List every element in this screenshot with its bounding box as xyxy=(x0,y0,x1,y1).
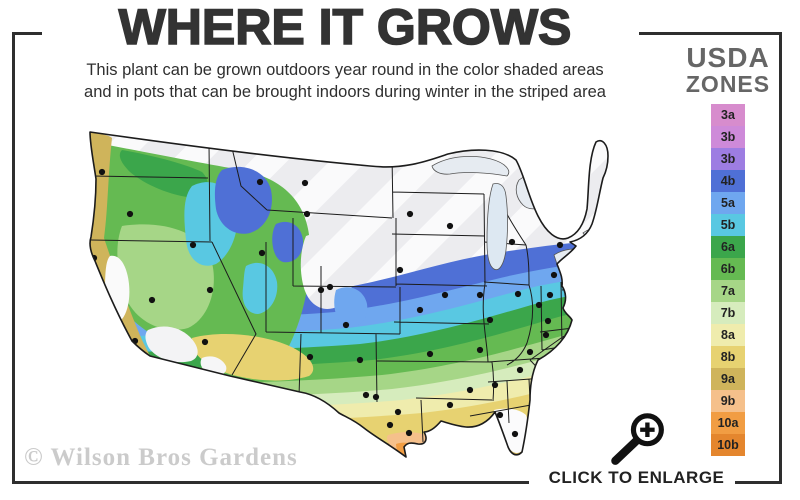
magnifier-plus-icon[interactable] xyxy=(604,406,666,468)
legend-zone-swatch: 8a xyxy=(711,324,745,347)
legend-zone-swatch: 3b xyxy=(711,148,745,171)
city-dot xyxy=(558,189,566,197)
legend-zone-swatch: 9b xyxy=(711,390,745,413)
legend-title-usda: USDA xyxy=(686,42,770,73)
map-fill-layers xyxy=(90,132,608,457)
city-dot xyxy=(476,291,484,299)
city-dot xyxy=(342,321,350,329)
city-dot xyxy=(406,210,414,218)
city-dot xyxy=(511,430,519,438)
legend-zone-swatch: 10a xyxy=(711,412,745,435)
page-title: WHERE IT GROWS xyxy=(118,0,572,55)
city-dot xyxy=(206,286,214,294)
city-dot xyxy=(258,249,266,257)
state-borders xyxy=(90,143,601,443)
city-dot xyxy=(356,356,364,364)
city-dot xyxy=(148,296,156,304)
legend-zone-swatch: 3b xyxy=(711,126,745,149)
legend-zone-swatch: 7a xyxy=(711,280,745,303)
zone-band-4b xyxy=(272,221,304,263)
city-dot xyxy=(303,210,311,218)
city-dot xyxy=(416,306,424,314)
city-dot xyxy=(446,401,454,409)
city-dot xyxy=(570,218,578,226)
frame-gap-bottom xyxy=(529,481,735,494)
legend-zone-swatch: 9a xyxy=(711,368,745,391)
city-dot xyxy=(544,317,552,325)
city-dot xyxy=(476,346,484,354)
frame-gap-top xyxy=(42,28,639,39)
city-dot xyxy=(189,241,197,249)
city-dot xyxy=(126,210,134,218)
city-dot xyxy=(326,283,334,291)
city-dot xyxy=(514,290,522,298)
city-dot xyxy=(549,186,557,194)
city-dot xyxy=(491,381,499,389)
city-dot xyxy=(535,301,543,309)
legend-zone-swatch: 7b xyxy=(711,302,745,325)
city-dot xyxy=(550,271,558,279)
city-dot xyxy=(508,238,516,246)
click-to-enlarge-label[interactable]: CLICK TO ENLARGE xyxy=(548,468,725,487)
city-dot xyxy=(526,348,534,356)
legend-zone-swatch: 5a xyxy=(711,192,745,215)
usda-zones-legend: USDA ZONES 3a 3b 3b 4b 5a 5b 6a 6b 7a 7b 8a 8b 9a 9b 1… xyxy=(668,42,788,457)
city-dot xyxy=(516,366,524,374)
zone-band-5a xyxy=(334,287,368,328)
city-dot xyxy=(394,408,402,416)
us-zone-map[interactable] xyxy=(60,113,660,465)
watermark: © Wilson Bros Gardens xyxy=(24,444,298,471)
city-dot xyxy=(306,353,314,361)
city-dot xyxy=(546,291,554,299)
zone-band-4b xyxy=(214,166,272,234)
city-dot xyxy=(98,168,106,176)
legend-zone-swatch: 6b xyxy=(711,258,745,281)
subtitle-line-1: This plant can be grown outdoors year ro… xyxy=(86,61,604,79)
city-dot xyxy=(405,429,413,437)
zone-band-5b xyxy=(242,262,278,314)
legend-zone-swatch: 4b xyxy=(711,170,745,193)
legend-zone-swatch: 8b xyxy=(711,346,745,369)
city-dot xyxy=(362,391,370,399)
zone-band-6a xyxy=(119,150,208,198)
city-dot xyxy=(386,421,394,429)
legend-swatches: 3a 3b 3b 4b 5a 5b 6a 6b 7a 7b 8a 8b 9a 9b 10a 10b xyxy=(668,104,788,457)
city-dot xyxy=(486,316,494,324)
city-dot xyxy=(301,179,309,187)
city-dot xyxy=(317,286,325,294)
legend-title-zones: ZONES xyxy=(685,71,771,97)
us-outline xyxy=(89,131,609,458)
city-dot xyxy=(441,291,449,299)
zone-band-9a xyxy=(90,132,150,356)
map-container[interactable] xyxy=(60,113,660,465)
subtitle-line-2: and in pots that can be brought indoors … xyxy=(84,82,606,101)
city-dot xyxy=(496,411,504,419)
city-dot xyxy=(201,338,209,346)
city-dot xyxy=(372,393,380,401)
city-dot xyxy=(580,176,588,184)
legend-zone-swatch: 5b xyxy=(711,214,745,237)
city-dot xyxy=(426,350,434,358)
subtitle: This plant can be grown outdoors year ro… xyxy=(0,60,690,104)
legend-zone-swatch: 6a xyxy=(711,236,745,259)
legend-zone-swatch: 3a xyxy=(711,104,745,127)
city-dot xyxy=(446,222,454,230)
city-dot xyxy=(466,386,474,394)
city-dot xyxy=(556,241,564,249)
city-dot xyxy=(396,266,404,274)
city-dot xyxy=(542,331,550,339)
legend-zone-swatch: 10b xyxy=(711,434,745,457)
city-dot xyxy=(256,178,264,186)
